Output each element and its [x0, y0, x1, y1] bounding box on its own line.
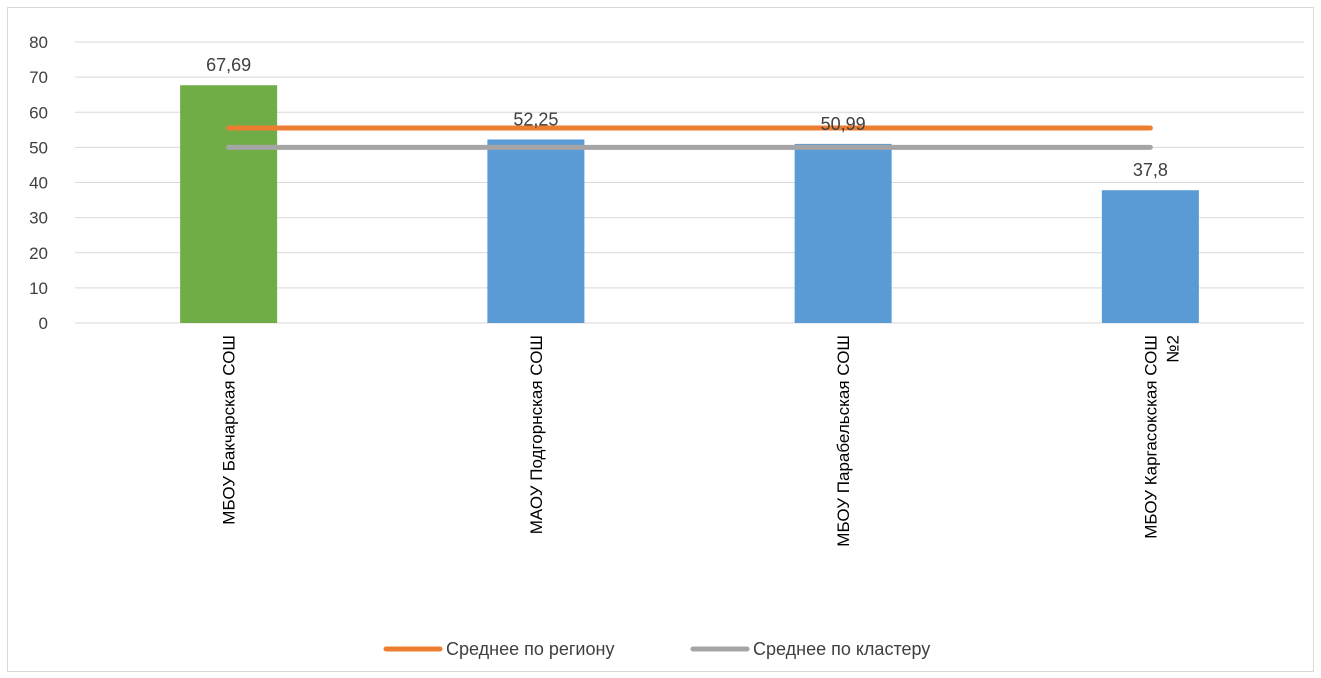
y-tick-label: 50: [29, 138, 48, 157]
data-label: 37,8: [1133, 160, 1168, 180]
y-tick-label: 30: [29, 209, 48, 228]
average-lines: [226, 125, 1153, 150]
bars: [180, 85, 1199, 323]
data-label: 52,25: [513, 109, 558, 129]
legend-label: Среднее по региону: [446, 639, 614, 659]
y-tick-label: 40: [29, 174, 48, 193]
bar: [180, 85, 278, 323]
data-labels: 67,69 52,25 50,99 37,8: [206, 55, 1168, 180]
category-labels: МБОУ Бакчарская СОШ МАОУ Подгорнская СОШ М…: [220, 335, 1183, 547]
y-tick-label: 70: [29, 68, 48, 87]
legend: Среднее по региону Среднее по кластеру: [383, 639, 930, 659]
y-tick-label: 10: [29, 279, 48, 298]
data-label: 67,69: [206, 55, 251, 75]
category-label: МАОУ Подгорнская СОШ: [527, 335, 546, 534]
bar: [487, 139, 585, 323]
y-tick-label: 0: [39, 314, 48, 333]
category-label: №2: [1163, 335, 1182, 363]
y-tick-label: 20: [29, 244, 48, 263]
category-label: МБОУ Каргасокская СОШ: [1141, 335, 1160, 539]
data-label: 50,99: [821, 114, 866, 134]
legend-label: Среднее по кластеру: [753, 639, 930, 659]
category-label: МБОУ Бакчарская СОШ: [220, 335, 239, 525]
y-tick-label: 60: [29, 103, 48, 122]
y-axis-ticks: 0 10 20 30 40 50 60 70 80: [29, 33, 48, 333]
category-label: МБОУ Парабельская СОШ: [834, 335, 853, 547]
bar: [794, 143, 892, 323]
y-tick-label: 80: [29, 33, 48, 52]
bar: [1101, 190, 1199, 323]
